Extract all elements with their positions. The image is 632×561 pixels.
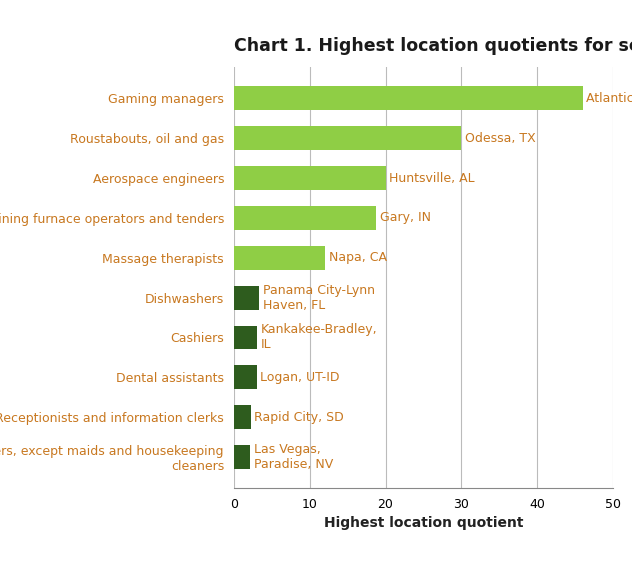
Bar xyxy=(234,325,257,350)
Bar xyxy=(234,286,259,310)
Bar xyxy=(234,405,250,429)
Bar xyxy=(234,206,377,230)
Text: Gary, IN: Gary, IN xyxy=(380,211,431,224)
Bar xyxy=(234,246,325,270)
Text: Kankakee-Bradley,
IL: Kankakee-Bradley, IL xyxy=(261,324,378,351)
Text: Logan, UT-ID: Logan, UT-ID xyxy=(260,371,340,384)
Text: Napa, CA: Napa, CA xyxy=(329,251,387,264)
Text: Panama City-Lynn
Haven, FL: Panama City-Lynn Haven, FL xyxy=(263,284,375,311)
Bar xyxy=(234,445,250,469)
X-axis label: Highest location quotient: Highest location quotient xyxy=(324,516,523,530)
Text: Odessa, TX: Odessa, TX xyxy=(465,132,536,145)
Bar xyxy=(234,365,257,389)
Bar xyxy=(234,86,583,111)
Text: Chart 1. Highest location quotients for selected occupations, May 2009: Chart 1. Highest location quotients for … xyxy=(234,36,632,54)
Bar xyxy=(234,126,461,150)
Bar xyxy=(234,166,386,190)
Text: Las Vegas,
Paradise, NV: Las Vegas, Paradise, NV xyxy=(253,443,333,471)
Text: Atlantic City, NJ: Atlantic City, NJ xyxy=(586,92,632,105)
Text: Rapid City, SD: Rapid City, SD xyxy=(254,411,344,424)
Text: Huntsville, AL: Huntsville, AL xyxy=(389,172,475,185)
